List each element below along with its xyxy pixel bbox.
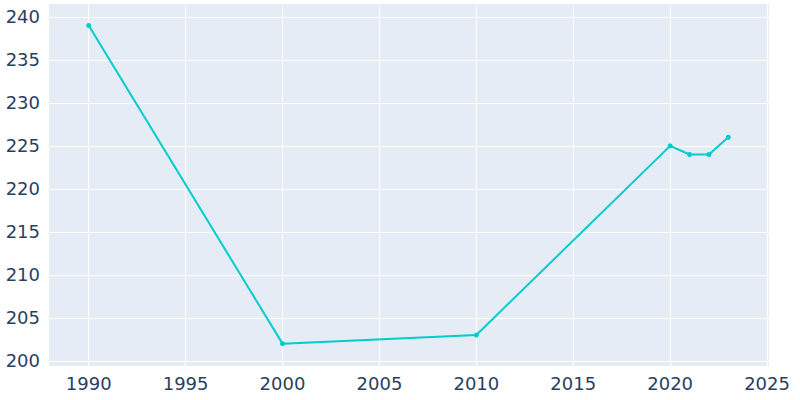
svg-text:225: 225 <box>6 135 40 156</box>
svg-text:215: 215 <box>6 221 40 242</box>
svg-text:240: 240 <box>6 6 40 27</box>
svg-text:2020: 2020 <box>647 373 693 394</box>
svg-text:2010: 2010 <box>453 373 499 394</box>
svg-text:210: 210 <box>6 264 40 285</box>
svg-text:2005: 2005 <box>357 373 403 394</box>
svg-text:2000: 2000 <box>260 373 306 394</box>
svg-text:220: 220 <box>6 178 40 199</box>
svg-text:2025: 2025 <box>744 373 790 394</box>
svg-text:200: 200 <box>6 350 40 371</box>
svg-text:230: 230 <box>6 92 40 113</box>
svg-text:1995: 1995 <box>163 373 209 394</box>
svg-text:235: 235 <box>6 49 40 70</box>
svg-text:2015: 2015 <box>550 373 596 394</box>
svg-text:205: 205 <box>6 307 40 328</box>
svg-text:1990: 1990 <box>66 373 112 394</box>
